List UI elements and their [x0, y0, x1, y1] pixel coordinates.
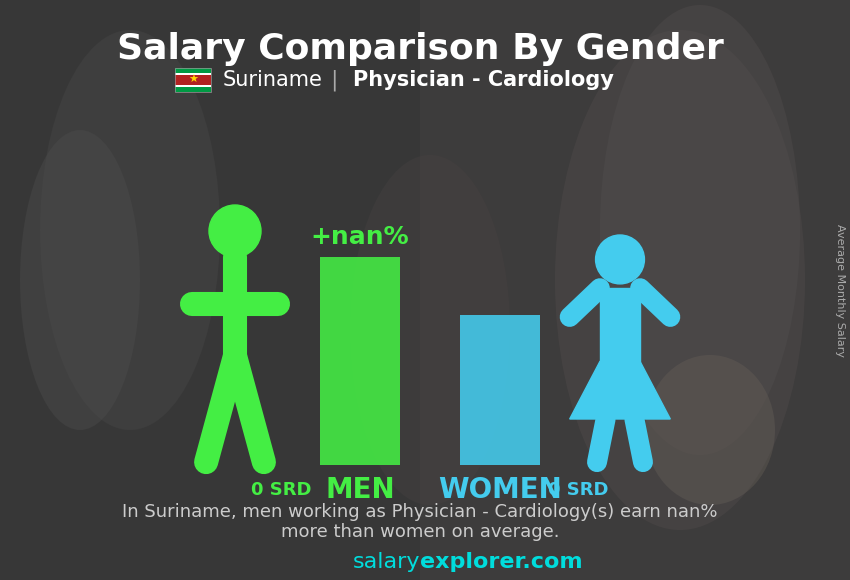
Text: 0 SRD: 0 SRD: [252, 481, 312, 499]
FancyBboxPatch shape: [0, 0, 420, 580]
Circle shape: [209, 205, 261, 257]
Polygon shape: [570, 361, 671, 419]
Ellipse shape: [20, 130, 140, 430]
Text: |: |: [318, 69, 352, 90]
Text: more than women on average.: more than women on average.: [280, 523, 559, 541]
FancyBboxPatch shape: [175, 85, 211, 88]
FancyBboxPatch shape: [320, 257, 400, 465]
Polygon shape: [600, 288, 640, 361]
Text: MEN: MEN: [326, 476, 394, 504]
Ellipse shape: [645, 355, 775, 505]
Text: ★: ★: [188, 75, 198, 85]
FancyBboxPatch shape: [175, 72, 211, 75]
FancyBboxPatch shape: [175, 68, 211, 92]
Text: salary: salary: [353, 552, 420, 572]
Circle shape: [596, 235, 644, 284]
Ellipse shape: [600, 5, 800, 455]
FancyBboxPatch shape: [175, 75, 211, 85]
Text: 0 SRD: 0 SRD: [548, 481, 609, 499]
Text: Salary Comparison By Gender: Salary Comparison By Gender: [116, 32, 723, 66]
Text: WOMEN: WOMEN: [438, 476, 562, 504]
Ellipse shape: [555, 30, 805, 530]
Text: In Suriname, men working as Physician - Cardiology(s) earn nan%: In Suriname, men working as Physician - …: [122, 503, 717, 521]
Text: Average Monthly Salary: Average Monthly Salary: [835, 223, 845, 357]
Text: +nan%: +nan%: [311, 225, 410, 249]
FancyBboxPatch shape: [460, 315, 540, 465]
Ellipse shape: [40, 30, 220, 430]
Text: Suriname: Suriname: [223, 70, 323, 90]
Text: Physician - Cardiology: Physician - Cardiology: [353, 70, 614, 90]
Text: explorer.com: explorer.com: [420, 552, 582, 572]
FancyBboxPatch shape: [420, 0, 850, 580]
Ellipse shape: [350, 155, 510, 505]
